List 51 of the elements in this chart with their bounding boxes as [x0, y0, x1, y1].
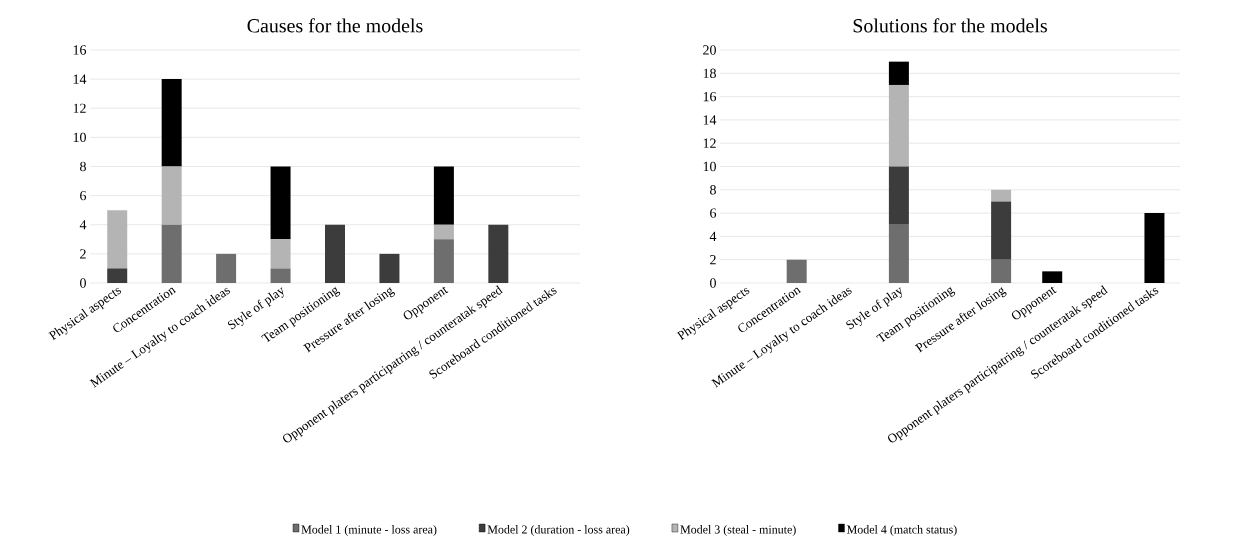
bar — [216, 253, 237, 283]
y-tick-label: 8 — [710, 185, 716, 195]
bar — [888, 84, 909, 167]
bar — [1144, 213, 1165, 283]
y-tick-label: 12 — [703, 138, 716, 148]
bar — [433, 239, 454, 283]
bar — [270, 239, 291, 269]
bar — [786, 259, 807, 283]
legend-label: Model 1 (minute - loss area) — [301, 525, 437, 536]
bar — [107, 268, 128, 283]
y-tick-label: 14 — [73, 74, 87, 84]
y-tick-label: 20 — [703, 45, 716, 55]
bar — [325, 224, 345, 283]
bar — [433, 166, 454, 225]
bar — [991, 201, 1012, 260]
bar — [1042, 271, 1063, 283]
y-tick-label: 0 — [710, 278, 716, 288]
bar — [270, 268, 291, 283]
y-tick-label: 12 — [73, 103, 86, 113]
y-tick-label: 4 — [79, 220, 87, 230]
y-tick-label: 4 — [709, 231, 717, 241]
y-tick-label: 8 — [80, 161, 86, 172]
y-tick-label: 10 — [703, 161, 716, 172]
y-tick-label: 6 — [80, 190, 87, 201]
bar — [107, 210, 128, 269]
legend-label: Model 3 (steal - minute) — [680, 525, 796, 536]
bar — [433, 224, 454, 240]
legend-label: Model 2 (duration - loss area) — [487, 525, 630, 536]
legend-label: Model 4 (match status) — [847, 525, 957, 536]
y-tick-label: 18 — [703, 68, 716, 79]
bar — [161, 224, 182, 283]
y-tick-label: 10 — [73, 132, 86, 143]
y-tick-label: 6 — [710, 208, 717, 218]
bar — [161, 79, 182, 167]
bar — [888, 224, 909, 283]
bar — [991, 189, 1012, 202]
bar — [161, 166, 182, 225]
y-tick-label: 16 — [703, 91, 717, 102]
bar — [270, 166, 291, 240]
bar — [379, 253, 400, 283]
bar — [991, 259, 1012, 283]
bar — [888, 61, 909, 85]
y-tick-label: 14 — [703, 115, 717, 125]
y-tick-label: 16 — [73, 45, 87, 55]
chart-title: Solutions for the models — [853, 18, 1047, 33]
y-tick-label: 0 — [80, 278, 86, 288]
y-tick-label: 2 — [80, 249, 86, 259]
bar — [888, 166, 909, 225]
chart-title: Causes for the models — [247, 18, 423, 33]
bar — [488, 224, 509, 283]
y-tick-label: 2 — [710, 255, 716, 265]
